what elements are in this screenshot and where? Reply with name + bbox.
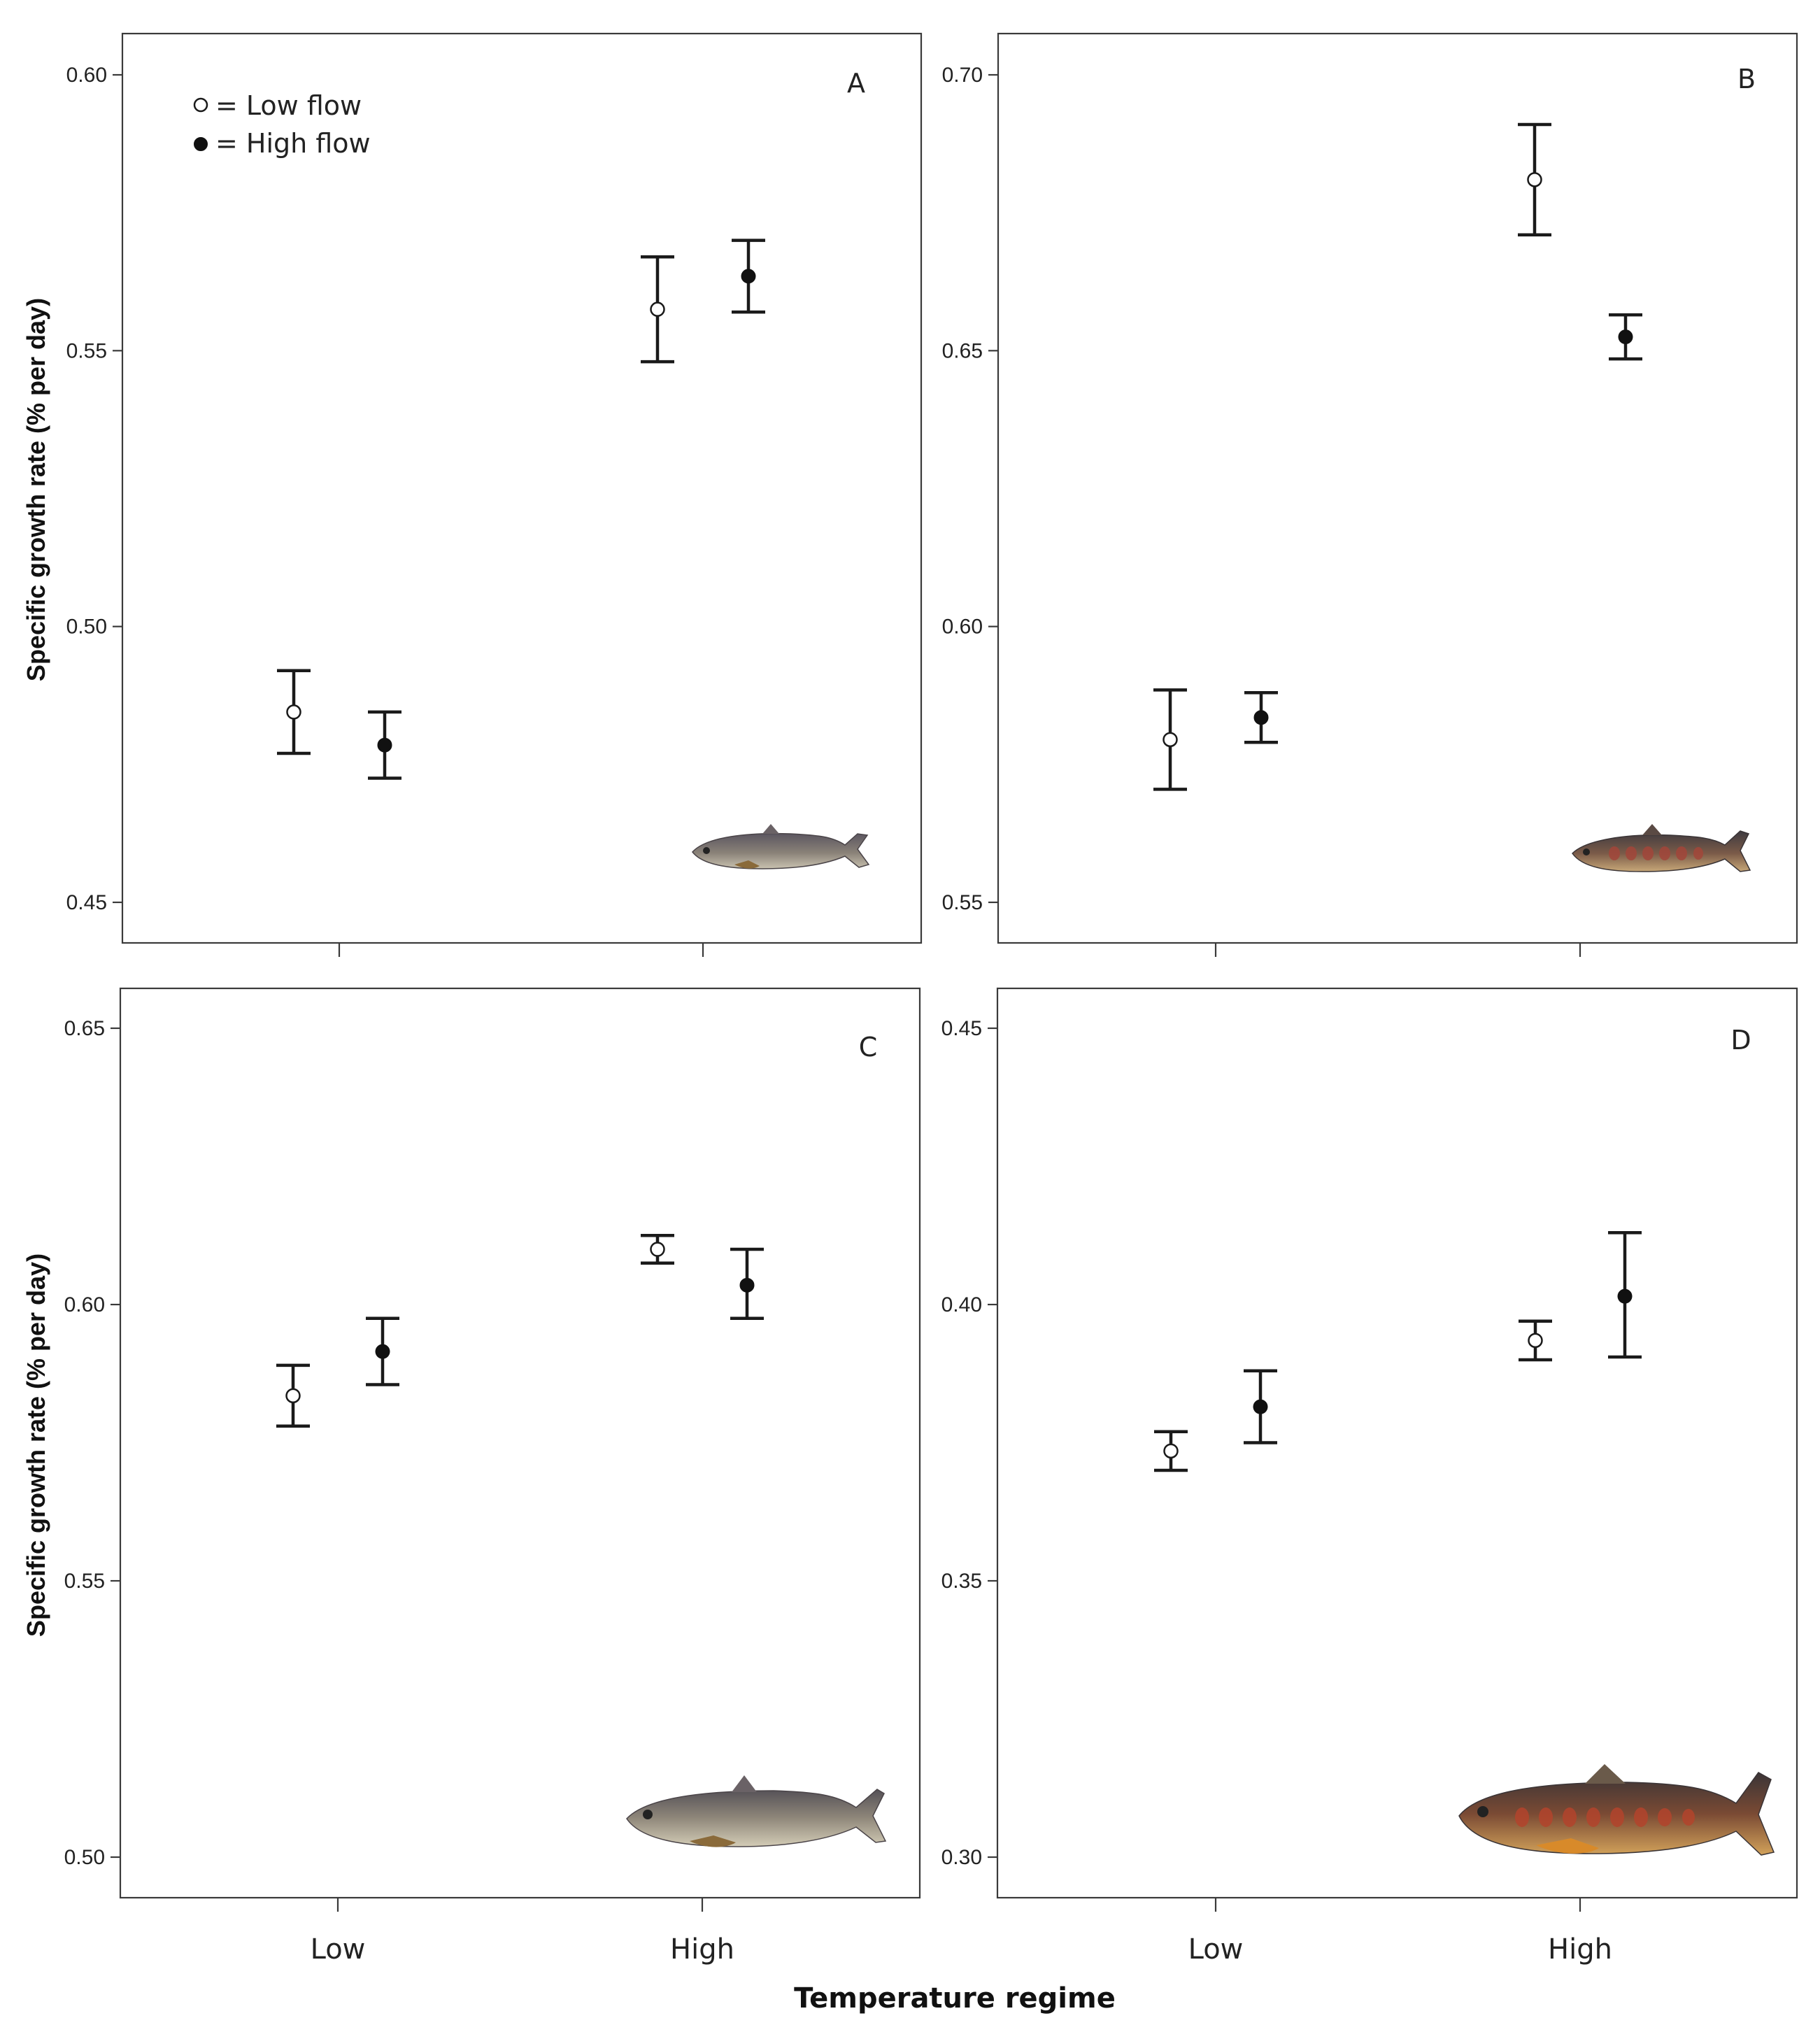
y-axis-label-bottom: Specific growth rate (% per day) — [22, 1253, 50, 1637]
panel-c-ytick-label: 0.55 — [64, 1570, 105, 1593]
panel-d-letter: D — [1730, 1025, 1751, 1056]
panel-a-high-flow-point — [741, 269, 756, 284]
panel-d-low-flow-point — [1163, 1443, 1179, 1459]
panel-d-high-flow-point — [1617, 1288, 1633, 1304]
panel-a-low-flow-point — [650, 301, 665, 317]
panel-c-letter: C — [859, 1032, 878, 1063]
panel-a-letter: A — [847, 68, 865, 99]
fish-illustration-a — [692, 824, 870, 869]
panel-b-ytick-label: 0.70 — [942, 64, 983, 87]
panel-c-frame — [119, 987, 921, 1899]
panel-a-frame — [121, 32, 923, 944]
x-axis-label: Temperature regime — [794, 1982, 1116, 2015]
panel-b-frame — [997, 32, 1798, 944]
panel-d-high-flow-point — [1253, 1399, 1268, 1414]
panel-c-ytick-label: 0.60 — [64, 1293, 105, 1316]
panel-a-low-flow-point — [286, 704, 301, 720]
panel-a-ytick-label: 0.50 — [66, 616, 107, 639]
panel-b-high-flow-point — [1618, 329, 1633, 345]
x-category-label-low: Low — [1188, 1933, 1244, 1966]
panel-b-ytick-label: 0.65 — [942, 339, 983, 362]
panel-d-ytick-label: 0.30 — [941, 1846, 982, 1869]
panel-d-low-flow-point — [1528, 1333, 1543, 1349]
panel-c-ytick-label: 0.65 — [64, 1017, 105, 1040]
panel-d-ytick-label: 0.35 — [941, 1570, 982, 1593]
x-category-label-high: High — [670, 1933, 734, 1966]
legend-high-flow-marker — [194, 137, 208, 151]
legend: = Low flow = High flow — [193, 90, 371, 159]
panel-c-low-flow-point — [650, 1242, 665, 1257]
fish-illustration-b — [1572, 824, 1751, 872]
panel-c-high-flow-point — [375, 1344, 390, 1359]
panel-c-ytick-label: 0.50 — [64, 1846, 105, 1869]
panel-c-high-flow-point — [739, 1277, 755, 1293]
x-category-label-low: Low — [311, 1933, 366, 1966]
panel-a-ytick-label: 0.45 — [66, 891, 107, 914]
panel-b-high-flow-point — [1253, 710, 1269, 725]
panel-b-low-flow-point — [1163, 732, 1178, 748]
panel-d-ytick-label: 0.40 — [941, 1293, 982, 1316]
panel-a-ytick-label: 0.55 — [66, 339, 107, 362]
panel-a-ytick-label: 0.60 — [66, 64, 107, 87]
fish-illustration-d — [1458, 1764, 1775, 1856]
panel-d-frame — [996, 987, 1798, 1899]
legend-high-flow-label: = High flow — [215, 128, 371, 159]
panel-a-high-flow-point — [377, 737, 392, 753]
panel-b-low-flow-point — [1527, 172, 1542, 187]
fish-illustration-c — [626, 1775, 887, 1847]
legend-low-flow-marker — [193, 97, 208, 113]
chart-marks: 0.45 0.50 0.55 0.60 0.55 0.60 0.65 0.70 0.50 0.55… — [64, 64, 1642, 1966]
legend-low-flow-label: = Low flow — [215, 90, 362, 121]
panel-c-low-flow-point — [285, 1388, 301, 1404]
x-category-label-high: High — [1548, 1933, 1612, 1966]
panel-b-ytick-label: 0.55 — [942, 891, 983, 914]
panel-d-ytick-label: 0.45 — [941, 1017, 982, 1040]
panel-b-ytick-label: 0.60 — [942, 616, 983, 639]
panel-b-letter: B — [1737, 64, 1756, 94]
y-axis-label-top: Specific growth rate (% per day) — [22, 298, 50, 681]
